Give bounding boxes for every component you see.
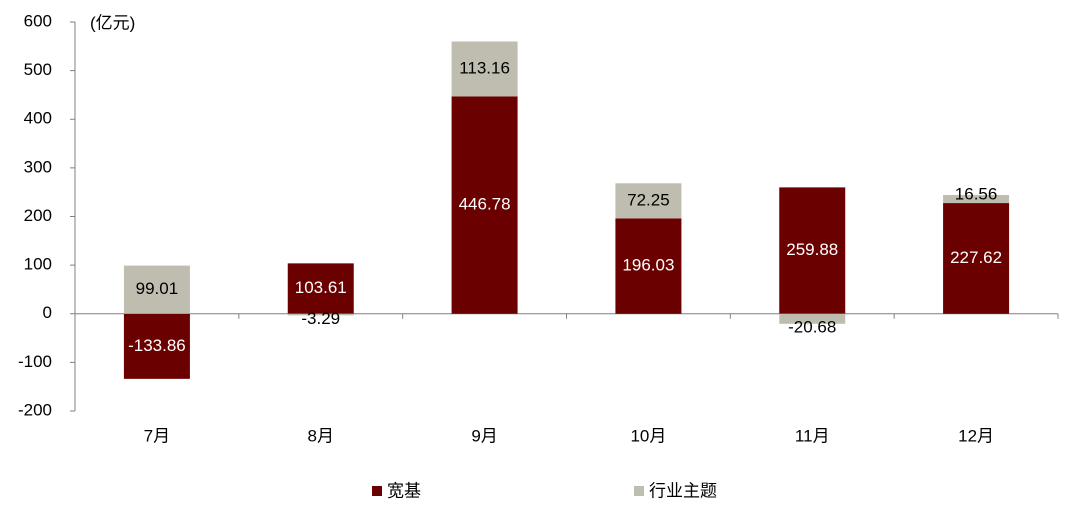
bar-segment bbox=[123, 313, 190, 379]
bar-segment bbox=[779, 187, 846, 314]
value-label: 103.61 bbox=[295, 278, 347, 297]
bar-segment bbox=[123, 265, 190, 314]
bar-segment bbox=[451, 41, 518, 97]
value-label: 259.88 bbox=[786, 240, 838, 259]
bar-segment bbox=[615, 183, 682, 219]
y-tick-label: 600 bbox=[24, 11, 52, 30]
x-tick-label: 12月 bbox=[958, 426, 994, 445]
x-tick-label: 10月 bbox=[630, 426, 666, 445]
bar-segment bbox=[615, 218, 682, 314]
value-label: -3.29 bbox=[301, 309, 340, 328]
y-tick-label: 300 bbox=[24, 157, 52, 176]
bar-segment bbox=[779, 313, 846, 324]
bar-segment bbox=[943, 203, 1010, 314]
value-label: 446.78 bbox=[459, 195, 511, 214]
y-tick-label: 200 bbox=[24, 206, 52, 225]
x-tick-label: 9月 bbox=[471, 426, 497, 445]
x-tick-label: 7月 bbox=[144, 426, 170, 445]
legend-label: 宽基 bbox=[387, 481, 421, 500]
bar-segment bbox=[287, 313, 354, 316]
legend-swatch bbox=[372, 486, 382, 496]
unit-label: (亿元) bbox=[90, 13, 135, 32]
y-tick-label: 400 bbox=[24, 109, 52, 128]
y-tick-label: -100 bbox=[18, 352, 52, 371]
bar-segment bbox=[287, 263, 354, 314]
x-tick-label: 8月 bbox=[308, 426, 334, 445]
value-label: 113.16 bbox=[459, 58, 510, 77]
value-label: 16.56 bbox=[955, 185, 998, 204]
y-tick-label: 100 bbox=[24, 255, 52, 274]
legend-swatch bbox=[634, 486, 644, 496]
x-tick-label: 11月 bbox=[795, 426, 830, 445]
y-tick-label: 500 bbox=[24, 60, 52, 79]
value-label: 227.62 bbox=[950, 248, 1002, 267]
bar-segment bbox=[943, 195, 1010, 204]
value-label: -20.68 bbox=[788, 317, 836, 336]
value-label: 72.25 bbox=[627, 190, 670, 209]
value-label: -133.86 bbox=[128, 336, 186, 355]
y-tick-label: 0 bbox=[43, 303, 52, 322]
value-label: 99.01 bbox=[136, 279, 179, 298]
y-tick-label: -200 bbox=[18, 400, 52, 419]
value-label: 196.03 bbox=[622, 256, 674, 275]
bar-segment bbox=[451, 96, 518, 314]
legend-label: 行业主题 bbox=[649, 481, 717, 500]
